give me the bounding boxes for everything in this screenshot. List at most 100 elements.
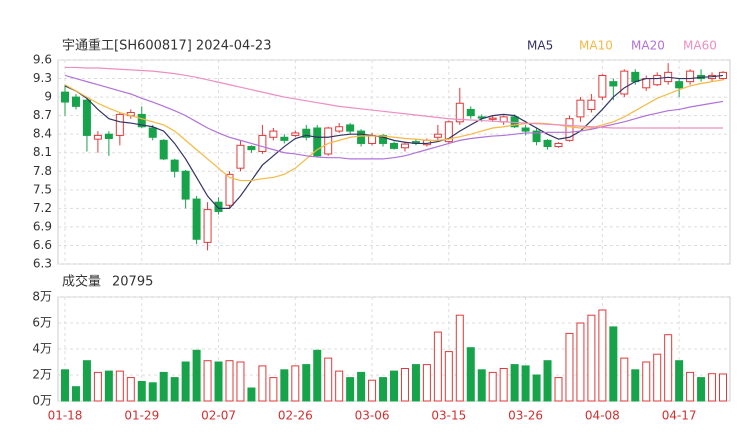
y-tick-label: 8.1 [33, 145, 52, 159]
volume-bar [291, 365, 300, 402]
candle-body [532, 130, 541, 143]
candle-body [291, 132, 300, 136]
candle-body [488, 117, 497, 120]
volume-bar [719, 373, 727, 402]
volume-bar [247, 387, 256, 402]
volume-bar [565, 332, 574, 402]
volume-bar [313, 349, 322, 402]
candle-body [203, 209, 212, 243]
candle-body [686, 70, 695, 83]
candle-body [225, 173, 234, 206]
volume-bar [422, 364, 431, 402]
candle-body [675, 81, 684, 89]
candle-body [466, 108, 475, 117]
volume-bar [675, 360, 684, 402]
ma-line [64, 74, 724, 160]
ma-line [64, 79, 724, 182]
x-tick-label: 01-18 [48, 409, 83, 423]
y-tick-label: 9 [44, 90, 52, 104]
volume-bar [148, 382, 157, 402]
candle-body [93, 134, 102, 140]
candle-body [653, 74, 662, 86]
volume-bar [225, 360, 234, 402]
candle-body [598, 74, 607, 98]
volume-bar [400, 368, 409, 402]
candle-body [433, 133, 442, 138]
volume-bar [203, 360, 212, 402]
volume-bar [61, 369, 69, 402]
volume-bar [631, 369, 640, 402]
volume-bar [708, 373, 717, 402]
candle-body [554, 142, 563, 148]
candle-body [565, 118, 574, 141]
volume-bar [258, 365, 267, 402]
volume-bar [521, 365, 530, 402]
y-tick-label: 9.6 [33, 53, 52, 67]
volume-title: 成交量 [62, 274, 101, 290]
volume-bar [686, 371, 695, 402]
candle-body [444, 121, 453, 143]
x-tick-label: 03-06 [355, 409, 390, 423]
y-tick-label: 2万 [32, 368, 52, 382]
volume-bar [444, 351, 453, 402]
volume-bar [214, 361, 223, 402]
x-tick-label: 03-26 [508, 409, 543, 423]
legend-label: MA5 [527, 39, 553, 53]
candle-body [346, 124, 355, 132]
y-tick-label: 7.2 [33, 201, 52, 215]
volume-bar [587, 314, 596, 402]
y-tick-label: 6.6 [33, 238, 52, 252]
volume-bar [598, 309, 607, 402]
ma-line [65, 66, 723, 129]
volume-bar [302, 364, 311, 402]
volume-bar [609, 326, 618, 402]
volume-latest: 20795 [112, 275, 153, 290]
volume-bar [466, 347, 475, 402]
legend-label: MA60 [683, 39, 717, 53]
volume-bar [115, 370, 124, 402]
x-tick-label: 01-29 [124, 409, 159, 423]
volume-bar [455, 314, 464, 402]
candle-body [302, 128, 311, 138]
y-tick-label: 6.3 [33, 257, 52, 271]
volume-bar [280, 369, 289, 402]
y-tick-label: 8.7 [33, 108, 52, 122]
x-tick-label: 03-15 [431, 409, 466, 423]
volume-bar [653, 353, 662, 402]
candle-body [61, 91, 69, 103]
candle-body [455, 102, 464, 123]
candle-body [258, 134, 267, 152]
candle-body [543, 139, 552, 148]
candle-body [214, 201, 223, 212]
volume-bar [324, 357, 333, 402]
candle-body [379, 134, 388, 144]
x-tick-label: 04-17 [662, 409, 697, 423]
candle-body [313, 127, 322, 157]
chart-title: 宇通重工[SH600817] 2024-04-23 [62, 38, 271, 54]
candle-body [71, 96, 80, 107]
candle-body [269, 130, 278, 138]
y-tick-label: 0万 [32, 394, 52, 408]
legend-label: MA10 [579, 39, 613, 53]
volume-bar [532, 374, 541, 402]
volume-bar [335, 370, 344, 402]
candle-body [247, 146, 256, 151]
candle-body [82, 99, 91, 136]
volume-bar [126, 377, 135, 402]
candle-body [181, 170, 190, 200]
x-tick-label: 04-08 [585, 409, 620, 423]
volume-bar [642, 361, 651, 402]
candle-body [499, 116, 508, 123]
y-tick-label: 9.3 [33, 71, 52, 85]
y-tick-label: 8.4 [33, 127, 52, 141]
candle-body [280, 136, 289, 141]
y-tick-label: 6万 [32, 316, 52, 330]
candle-body [137, 113, 146, 128]
volume-bar [346, 377, 355, 402]
ma-line [64, 74, 724, 209]
y-tick-label: 8万 [32, 290, 52, 304]
volume-bar [554, 377, 563, 402]
volume-bar [192, 349, 201, 402]
volume-bar [71, 386, 80, 402]
volume-bar [368, 379, 377, 402]
